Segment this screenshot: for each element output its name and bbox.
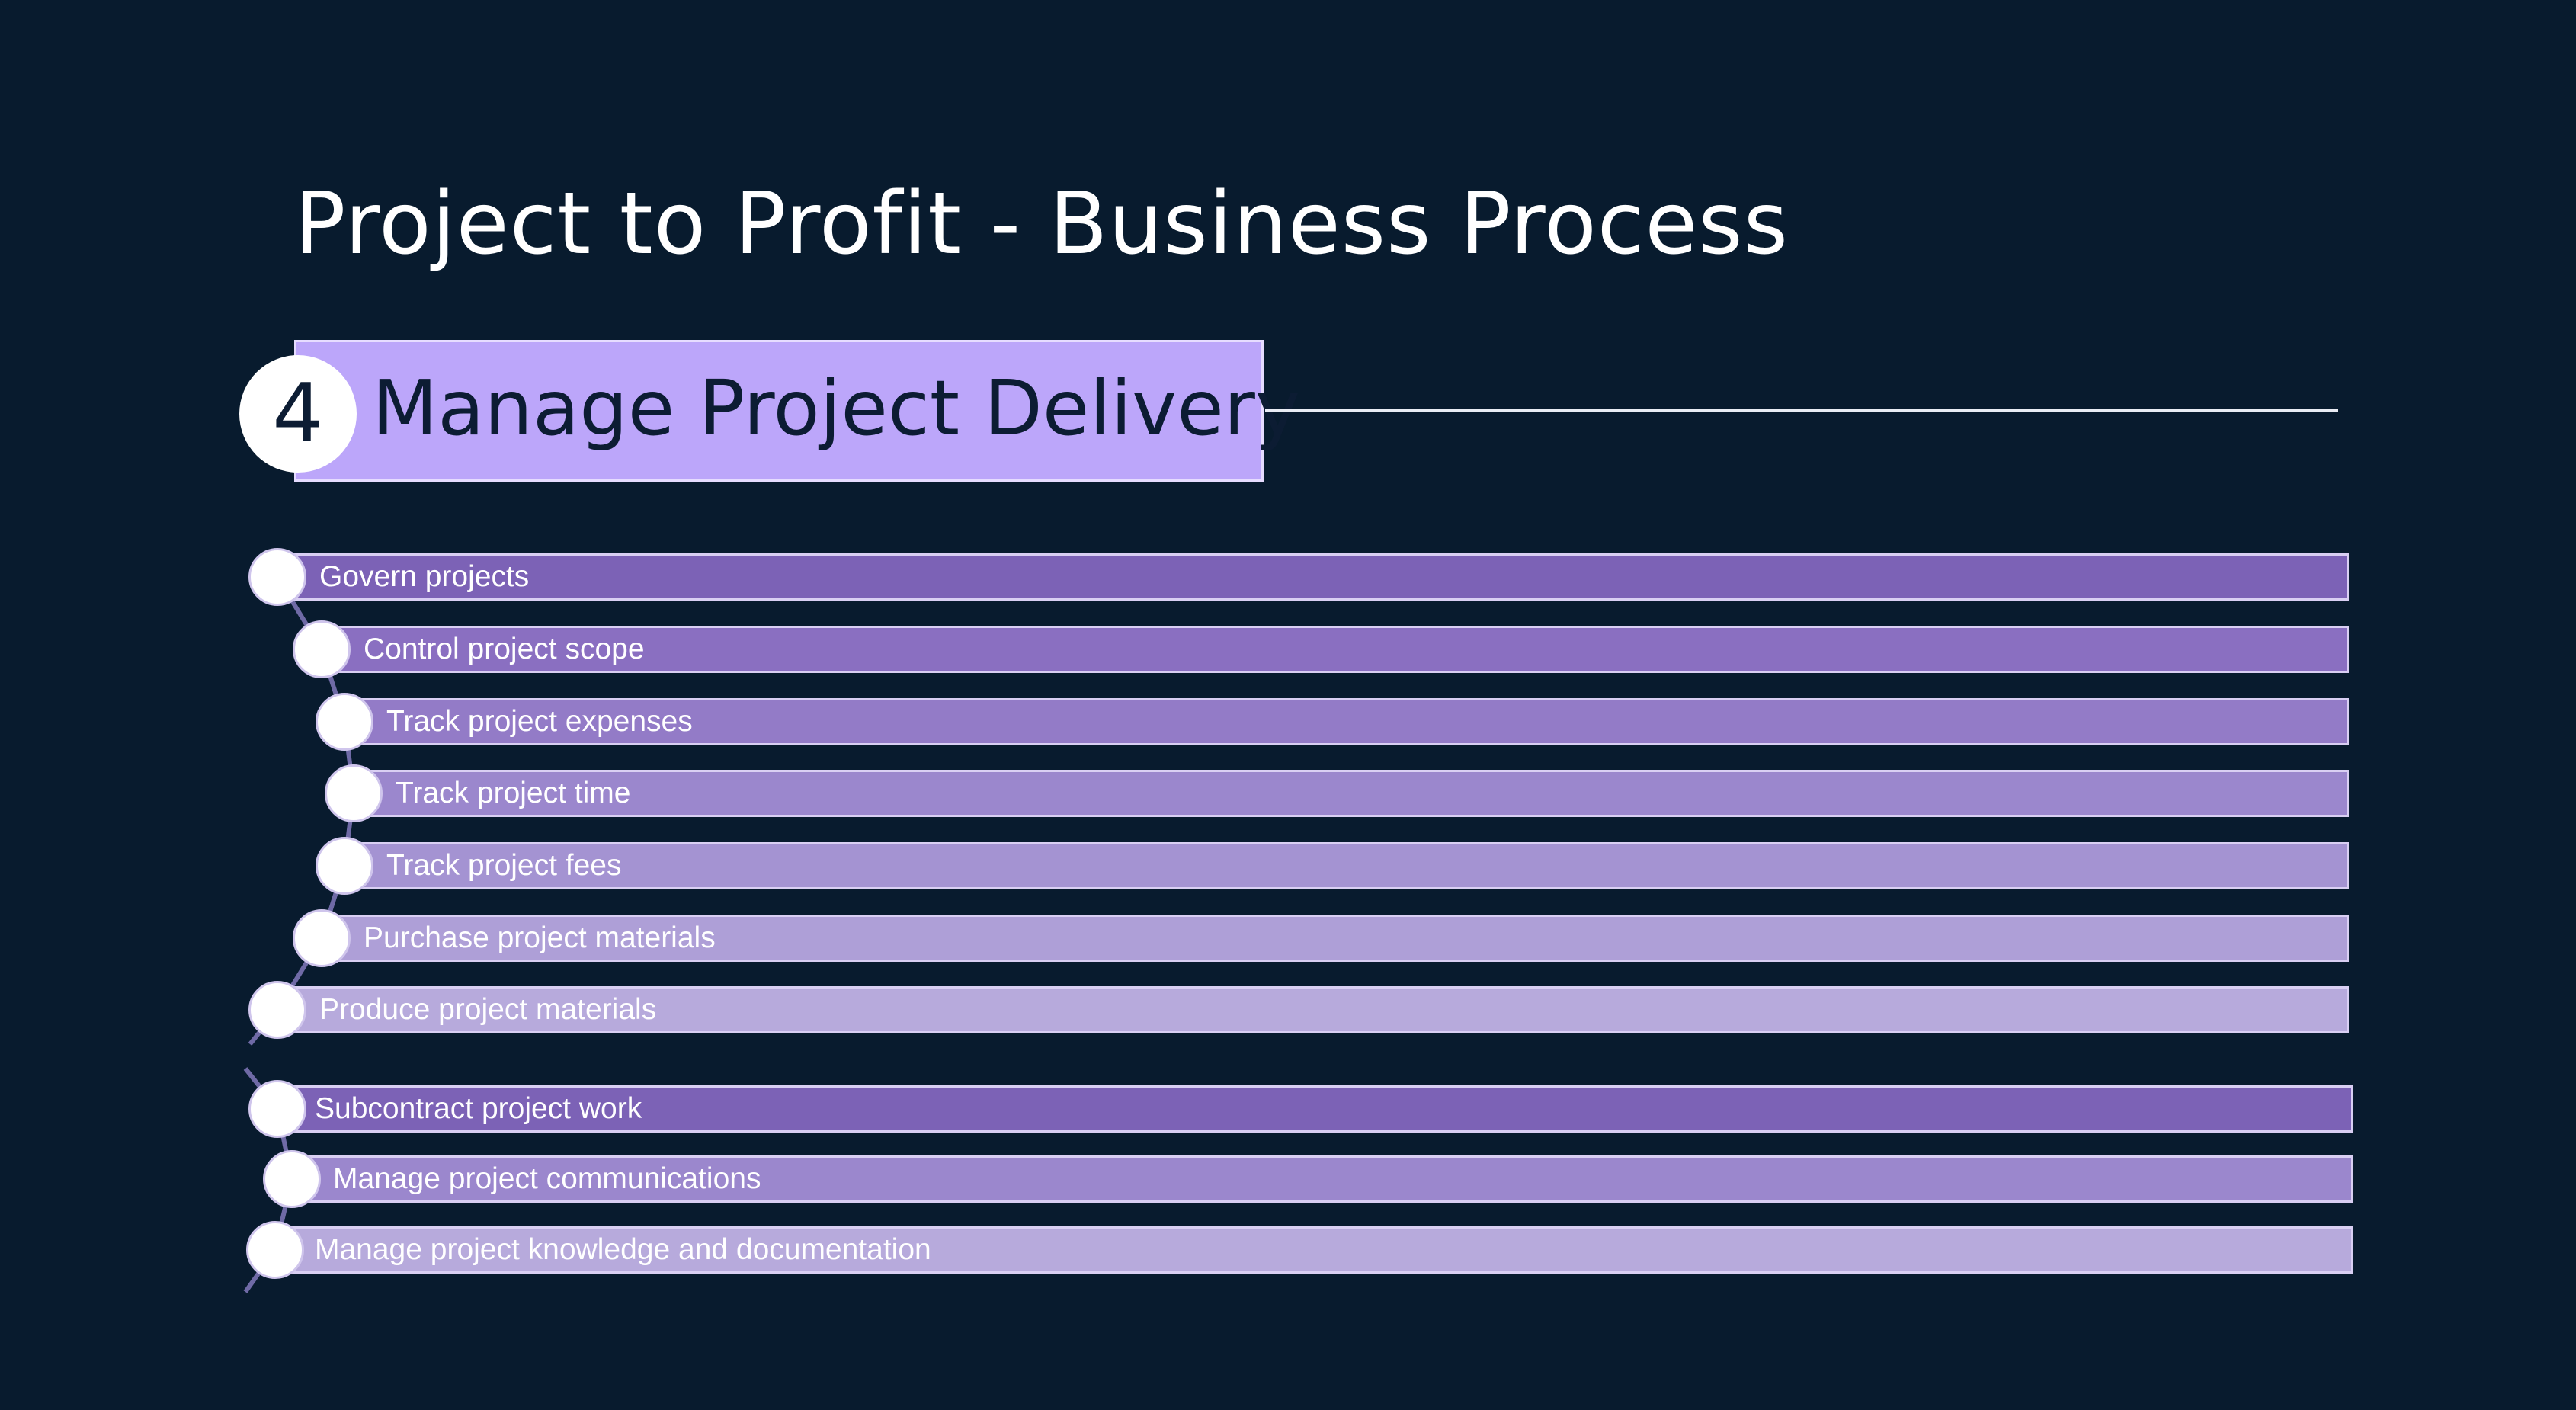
process-step-label: Produce project materials: [319, 993, 657, 1026]
section-header-box: [294, 340, 1264, 482]
process-step-bar: Purchase project materials: [338, 915, 2349, 962]
process-step-label: Purchase project materials: [364, 921, 716, 954]
process-step-bar: Track project time: [370, 770, 2349, 817]
process-step-node: [246, 1221, 304, 1279]
process-step-bar: Produce project materials: [294, 986, 2349, 1033]
process-step-node: [248, 548, 306, 606]
process-step-label: Manage project knowledge and documentati…: [315, 1233, 931, 1266]
process-step-bar: Control project scope: [338, 626, 2349, 673]
process-step-node: [325, 764, 383, 822]
process-step-node: [248, 981, 306, 1039]
process-step-bar: Manage project knowledge and documentati…: [292, 1226, 2353, 1274]
process-step-node: [293, 909, 351, 967]
process-step-bar: Manage project communications: [309, 1155, 2353, 1203]
process-step-node: [316, 693, 373, 751]
section-divider-line: [1265, 409, 2338, 412]
process-step-label: Track project time: [396, 777, 631, 809]
section-title: Manage Project Delivery: [372, 364, 1301, 453]
process-step-label: Govern projects: [319, 560, 530, 593]
process-step-label: Track project fees: [386, 849, 622, 882]
process-step-node: [248, 1080, 306, 1138]
process-step-label: Control project scope: [364, 633, 645, 665]
process-step-label: Subcontract project work: [315, 1092, 642, 1125]
process-step-bar: Govern projects: [294, 553, 2349, 601]
page-title: Project to Profit - Business Process: [294, 175, 1789, 274]
process-step-bar: Track project expenses: [361, 698, 2349, 745]
process-step-label: Manage project communications: [333, 1162, 761, 1195]
process-step-node: [316, 837, 373, 895]
process-step-bar: Track project fees: [361, 842, 2349, 889]
process-step-node: [263, 1150, 321, 1208]
process-step-label: Track project expenses: [386, 705, 693, 738]
section-number-badge: 4: [239, 355, 357, 473]
process-step-node: [293, 620, 351, 678]
process-step-bar: Subcontract project work: [294, 1085, 2353, 1133]
